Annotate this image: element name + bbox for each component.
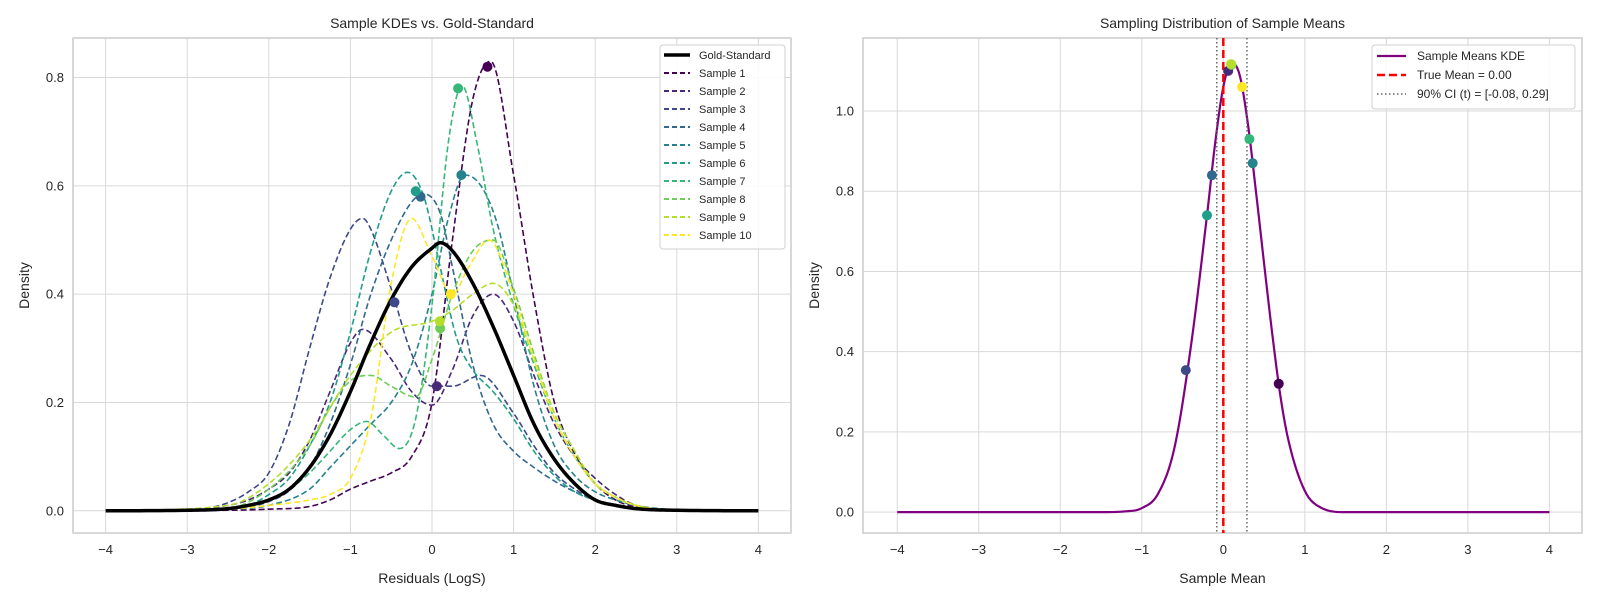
sample-6-kde-line: [105, 171, 759, 512]
legend-entry: Sample 8: [699, 194, 745, 206]
legend-entry: 90% CI (t) = [-0.08, 0.29]: [1417, 87, 1549, 101]
y-tick-label: 0.4: [46, 287, 64, 302]
legend-entry: Sample 2: [699, 86, 745, 98]
legend-entry: Sample 3: [699, 104, 745, 116]
x-tick-label: 0: [1220, 542, 1227, 557]
gold-standard-line: [105, 240, 759, 513]
x-tick-label: −3: [971, 542, 986, 557]
y-tick-label: 0.8: [836, 184, 854, 199]
chart-title: Sample KDEs vs. Gold-Standard: [330, 15, 534, 31]
x-tick-label: −4: [98, 542, 113, 557]
sample-mean-point-4: [1206, 170, 1217, 181]
kde-comparison-chart: −4 −3 −2 −1 0 1 2 3 4 0.0 0.2 0.4 0.6 0.8 Sample KDEs …: [16, 15, 792, 586]
y-tick-label: 0.2: [46, 395, 64, 410]
x-tick-label: −4: [890, 542, 905, 557]
sample-mean-point-9: [1226, 59, 1237, 70]
sample-9-kde-line: [105, 282, 759, 512]
legend-box: [1371, 44, 1576, 110]
sample-9-mean-marker: [434, 316, 445, 327]
legend-entry: Sample 1: [699, 68, 745, 80]
x-tick-label: −3: [180, 542, 195, 557]
y-tick-label: 0.0: [836, 505, 854, 520]
y-tick-label: 0.6: [46, 178, 64, 193]
legend: Sample Means KDE True Mean = 0.00 90% CI (…: [1371, 44, 1576, 110]
x-tick-label: −2: [1053, 542, 1068, 557]
sample-10-kde-line: [105, 217, 759, 512]
sample-mean-point-7: [1244, 134, 1255, 145]
y-tick-label: 0.6: [836, 264, 854, 279]
sample-1-mean-marker: [482, 61, 493, 72]
x-tick-label: 0: [428, 542, 435, 557]
legend-entry: Sample 10: [699, 230, 752, 242]
y-tick-label: 0.2: [836, 424, 854, 439]
sampling-distribution-chart: −4 −3 −2 −1 0 1 2 3 4 0.0 0.2 0.4 0.6 0.8 1.0 Sampling …: [806, 15, 1583, 586]
legend: Gold-Standard Sample 1 Sample 2 Sample 3 Sam…: [659, 44, 786, 250]
x-tick-label: −1: [1134, 542, 1149, 557]
x-tick-label: 3: [673, 542, 680, 557]
legend-entry: Sample 9: [699, 212, 745, 224]
sample-3-mean-marker: [389, 297, 400, 308]
x-tick-label: 2: [592, 542, 599, 557]
legend-entry: Gold-Standard: [699, 50, 771, 62]
sample-2-mean-marker: [431, 381, 442, 392]
chart-title: Sampling Distribution of Sample Means: [1100, 15, 1345, 31]
sample-2-kde-line: [105, 293, 759, 512]
legend-entry: Sample Means KDE: [1417, 49, 1525, 63]
y-axis-label: Density: [806, 262, 822, 309]
y-tick-label: 0.0: [46, 503, 64, 518]
y-tick-label: 0.8: [46, 70, 64, 85]
sample-mean-point-1: [1273, 378, 1284, 389]
legend-entry: Sample 7: [699, 176, 745, 188]
legend-box: [659, 44, 786, 250]
x-tick-label: 1: [510, 542, 517, 557]
plot-area: [897, 38, 1550, 533]
legend-entry: Sample 4: [699, 122, 745, 134]
x-axis-label: Residuals (LogS): [378, 570, 485, 586]
sample-3-kde-line: [105, 217, 759, 512]
legend-entry: Sample 6: [699, 158, 745, 170]
legend-entry: True Mean = 0.00: [1417, 68, 1512, 82]
sample-mean-point-3: [1180, 365, 1191, 376]
axes-frame: [72, 37, 792, 534]
x-axis-label: Sample Mean: [1179, 570, 1265, 586]
x-tick-label: 3: [1464, 542, 1471, 557]
sample-6-mean-marker: [410, 186, 421, 197]
x-tick-label: 4: [1546, 542, 1553, 557]
x-tick-label: 2: [1383, 542, 1390, 557]
y-tick-label: 0.4: [836, 344, 854, 359]
sample-mean-point-6: [1202, 210, 1213, 221]
x-tick-label: −1: [343, 542, 358, 557]
y-axis-label: Density: [16, 262, 32, 309]
legend-entry: Sample 5: [699, 140, 745, 152]
sample-10-mean-marker: [445, 289, 456, 300]
sample-1-kde-line: [105, 60, 759, 512]
sample-mean-point-10: [1237, 81, 1248, 92]
x-tick-label: −2: [261, 542, 276, 557]
y-tick-label: 1.0: [836, 104, 854, 119]
sample-mean-point-5: [1247, 158, 1258, 169]
sample-7-mean-marker: [453, 83, 464, 94]
x-tick-label: 1: [1301, 542, 1308, 557]
sample-5-mean-marker: [456, 170, 467, 181]
x-tick-label: 4: [755, 542, 762, 557]
plot-area: [105, 60, 759, 513]
